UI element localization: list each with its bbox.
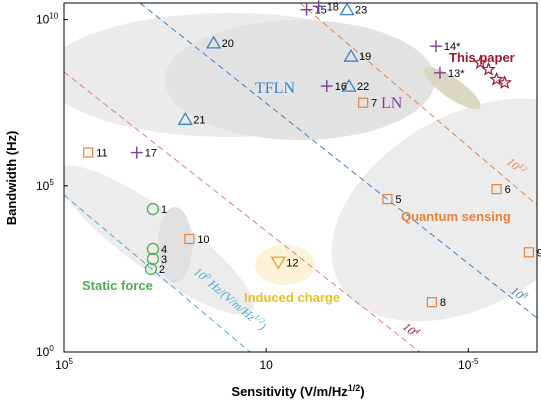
plus-marker-16 <box>320 80 333 93</box>
triangle-up-marker-22 <box>341 78 357 92</box>
square-marker-7 <box>358 97 369 108</box>
point-label: 16 <box>335 81 347 93</box>
y-axis-title: Bandwidth (Hz) <box>4 131 19 226</box>
guide-line-1e4 <box>64 71 421 352</box>
guide-lines <box>64 3 537 352</box>
induced-charge-region <box>255 245 315 285</box>
square-marker-9 <box>523 247 535 258</box>
square-marker-8 <box>426 297 437 308</box>
point-label: 3 <box>161 254 167 266</box>
point-label: 19 <box>359 51 371 63</box>
x-tick-label: 105 <box>55 357 73 372</box>
y-tick-label: 1010 <box>36 12 59 27</box>
star-marker-this-paper <box>473 55 488 70</box>
point-label: 13* <box>448 68 465 80</box>
x-tick-label: 10-5 <box>458 357 479 372</box>
static-force-inner-region <box>158 207 192 283</box>
square-marker-5 <box>382 194 393 205</box>
plot-frame <box>63 2 538 353</box>
ln-region <box>165 20 435 140</box>
circle-marker-1 <box>146 202 160 216</box>
point-label: 6 <box>505 184 511 196</box>
point-label: 21 <box>193 114 205 126</box>
point-label: 9 <box>537 247 541 259</box>
point-label: 10 <box>197 234 209 246</box>
label-this-paper: This paper <box>449 50 515 65</box>
point-label: 23 <box>355 5 367 17</box>
guide-label-1e4: 104 <box>400 319 422 341</box>
triangle-up-marker-20 <box>205 35 222 49</box>
star-marker-this-paper <box>489 71 504 86</box>
label-induced-charge: Induced charge <box>244 290 340 305</box>
plus-marker-17 <box>130 146 143 159</box>
guide-line-1e12 <box>299 3 537 206</box>
this-paper-region <box>423 66 481 110</box>
point-label: 15 <box>315 5 327 17</box>
static-force-region <box>64 165 254 315</box>
y-tick-label: 105 <box>36 178 54 193</box>
star-marker-this-paper <box>481 61 496 76</box>
label-quantum-sensing: Quantum sensing <box>401 209 511 224</box>
point-label: 18 <box>327 1 339 13</box>
quantum-sensing-region <box>331 98 537 322</box>
plus-marker-14* <box>429 40 442 53</box>
point-label: 17 <box>145 148 157 160</box>
guide-line-1e8 <box>139 3 537 319</box>
guide-line-1e0 <box>64 194 251 352</box>
triangle-down-marker-12 <box>270 256 286 270</box>
triangle-up-marker-21 <box>177 112 193 125</box>
point-label: 8 <box>440 297 446 309</box>
square-marker-11 <box>83 147 94 158</box>
point-label: 20 <box>222 38 234 50</box>
guide-label-1e12: 1012 <box>504 154 529 178</box>
plus-marker-13* <box>433 66 446 79</box>
label-static-force: Static force <box>82 278 153 293</box>
star-marker-this-paper <box>497 75 512 89</box>
plus-marker-15 <box>300 3 313 16</box>
point-label: 22 <box>357 81 369 93</box>
triangle-up-marker-19 <box>343 48 359 62</box>
point-label: 1 <box>161 204 167 216</box>
guide-label-1e8: 108 <box>508 283 530 305</box>
plus-marker-18 <box>312 0 325 13</box>
x-axis-title-close: ) <box>360 384 364 399</box>
point-label: 14* <box>444 41 461 53</box>
circle-marker-3 <box>146 252 160 266</box>
point-label: 7 <box>371 98 377 110</box>
x-axis-title: Sensitivity (V/m/Hz1/2) <box>231 383 364 399</box>
x-axis-title-main: Sensitivity (V/m/Hz <box>231 384 348 399</box>
x-axis-title-sup: 1/2 <box>348 383 361 393</box>
label-ln: LN <box>381 95 403 112</box>
y-tick-label: 100 <box>36 344 54 359</box>
point-label: 4 <box>161 244 167 256</box>
point-label: 2 <box>159 264 165 276</box>
triangle-up-marker-23 <box>339 2 355 16</box>
point-label: 11 <box>96 148 107 160</box>
label-tfln: TFLN <box>255 80 295 97</box>
point-label: 5 <box>395 194 401 206</box>
x-tick-label: 10 <box>259 358 273 372</box>
region-shapes <box>64 13 537 322</box>
square-marker-6 <box>491 184 502 195</box>
square-marker-10 <box>184 233 195 245</box>
point-label: 12 <box>286 257 298 269</box>
circle-marker-4 <box>146 242 160 256</box>
